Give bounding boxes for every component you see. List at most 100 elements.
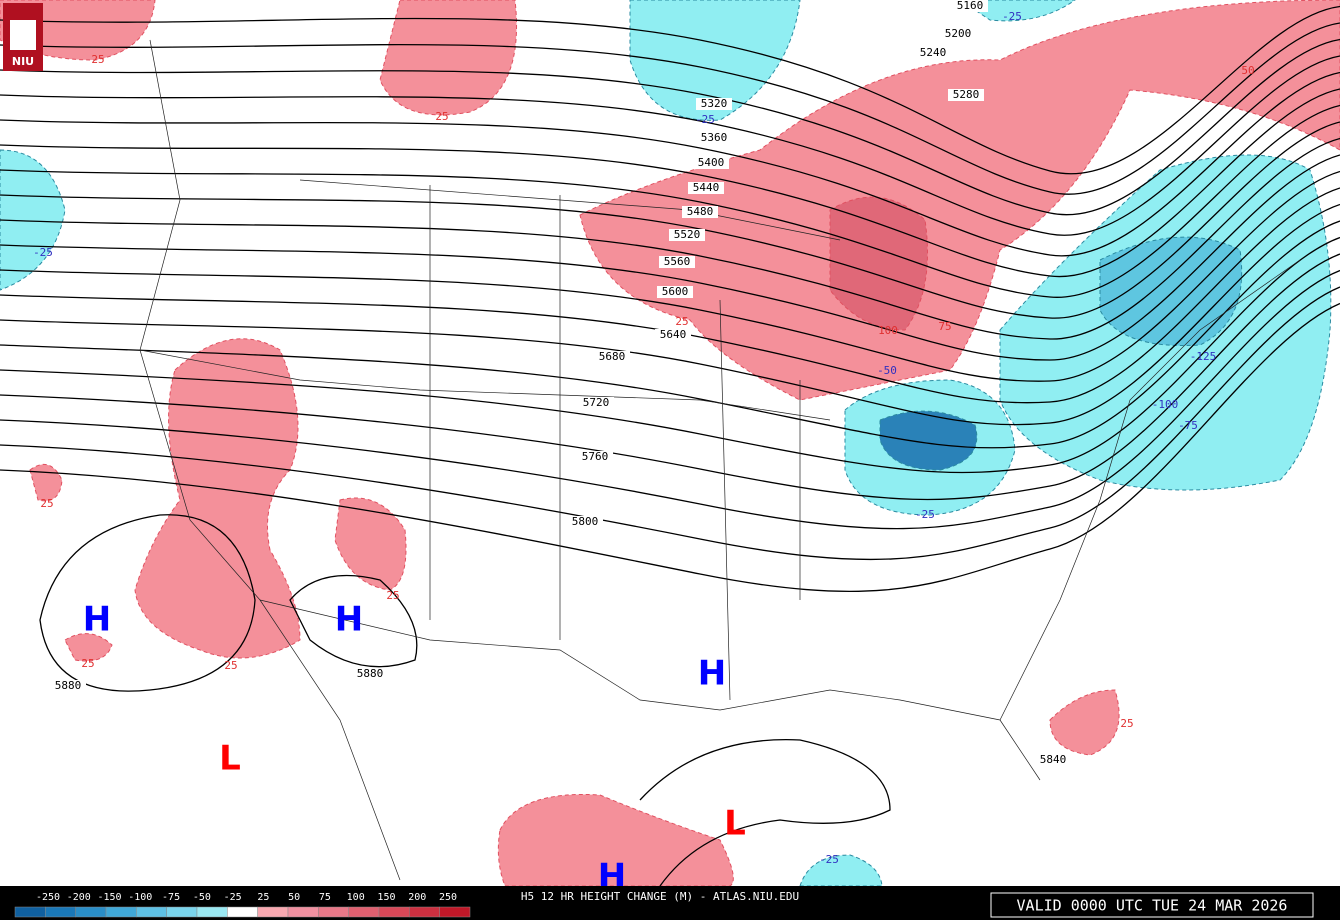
contour-label: 5280 xyxy=(953,88,980,101)
change-label: 25 xyxy=(91,53,104,66)
contour-line xyxy=(0,137,1340,340)
contour-label-bg xyxy=(952,0,988,12)
contour-line xyxy=(0,38,1340,216)
contour-label: 5200 xyxy=(945,27,972,40)
colorbar-swatch xyxy=(257,906,289,918)
contour-label: 5440 xyxy=(693,181,720,194)
change-label: -25 xyxy=(819,853,839,866)
shade-area xyxy=(1049,689,1120,756)
colorbar-swatch xyxy=(14,906,46,918)
pressure-center: L xyxy=(219,739,241,779)
change-label: -25 xyxy=(915,508,935,521)
colorbar-swatch xyxy=(439,906,471,918)
contour-line xyxy=(0,286,1340,561)
contour-label-bg xyxy=(352,668,388,680)
change-label: 25 xyxy=(386,589,399,602)
change-label: 50 xyxy=(1241,64,1254,77)
colorbar-label: 250 xyxy=(439,892,457,903)
colorbar-swatch xyxy=(409,906,440,918)
shade-area xyxy=(879,410,978,471)
contour-label: 5480 xyxy=(687,205,714,218)
change-label: 25 xyxy=(1120,717,1133,730)
colorbar-label: -100 xyxy=(128,892,152,903)
contour-label-bg xyxy=(940,28,976,40)
change-label: 75 xyxy=(938,320,951,333)
colorbar-label: 150 xyxy=(377,892,395,903)
border-line xyxy=(429,185,801,701)
contour-label: 5680 xyxy=(599,350,626,363)
valid-time: VALID 0000 UTC TUE 24 MAR 2026 xyxy=(1017,897,1288,915)
shade-area xyxy=(799,854,883,887)
shade-area xyxy=(134,338,301,659)
contour-label-bg xyxy=(948,89,984,101)
contour-label: 5800 xyxy=(572,515,599,528)
contour-line xyxy=(0,22,1340,195)
height-contours xyxy=(0,5,1340,592)
change-label: 25 xyxy=(675,315,688,328)
contour-label-bg xyxy=(594,351,630,363)
map-labels: 5160 5200 5240 5280 5320 5360 5400 5440 5480 5520… xyxy=(33,0,1255,897)
shade-area xyxy=(629,0,801,121)
contour-label: 5400 xyxy=(698,156,725,169)
pressure-center: L xyxy=(724,804,746,844)
contour-label-bg xyxy=(657,286,693,298)
negative-change-areas xyxy=(0,0,1332,887)
contour-line xyxy=(0,236,1340,474)
contour-label: 5320 xyxy=(701,97,728,110)
change-label: -25 xyxy=(695,113,715,126)
contour-line xyxy=(0,71,1340,257)
contour-label-bg xyxy=(655,329,691,341)
shade-area xyxy=(379,0,518,116)
colorbar-swatch xyxy=(75,906,107,918)
change-label: -25 xyxy=(33,246,53,259)
pressure-center: H xyxy=(698,654,726,694)
contour-label-bg xyxy=(567,516,603,528)
contour-line xyxy=(0,154,1340,361)
contour-line xyxy=(0,88,1340,278)
contour-label: 5240 xyxy=(920,46,947,59)
footer-title: H5 12 HR HEIGHT CHANGE (M) - ATLAS.NIU.E… xyxy=(521,890,799,903)
contour-label: 5720 xyxy=(583,396,610,409)
colorbar-swatch xyxy=(136,906,167,918)
contour-line xyxy=(0,220,1340,449)
positive-change-areas xyxy=(0,0,1340,887)
change-label: -75 xyxy=(1178,419,1198,432)
shade-area xyxy=(64,633,113,662)
contour-label-bg xyxy=(577,451,613,463)
colorbar: -250 -200 -150 -100 -75 -50 -25 25 50 75 100 150 200… xyxy=(14,892,471,918)
border-line xyxy=(139,349,831,421)
change-label: 25 xyxy=(224,659,237,672)
contour-line xyxy=(289,574,418,668)
shade-area xyxy=(334,497,407,591)
contour-line xyxy=(0,253,1340,501)
pressure-center: H xyxy=(335,600,363,640)
contour-label: 5880 xyxy=(357,667,384,680)
colorbar-label: -75 xyxy=(162,892,180,903)
coastline xyxy=(259,599,1041,781)
change-label: -100 xyxy=(1152,398,1179,411)
contour-line xyxy=(0,5,1340,175)
contour-label-bg xyxy=(669,229,705,241)
colorbar-label: 75 xyxy=(319,892,331,903)
contour-label-bg xyxy=(696,132,732,144)
shade-area xyxy=(579,0,1340,401)
contour-line xyxy=(0,55,1340,236)
logo-text: NIU xyxy=(12,55,34,68)
contour-line xyxy=(39,514,256,692)
contour-line xyxy=(0,104,1340,298)
contour-line xyxy=(0,121,1340,319)
coastline xyxy=(139,39,401,881)
contour-label: 5360 xyxy=(701,131,728,144)
contour-label: 5640 xyxy=(660,328,687,341)
colorbar-swatch xyxy=(196,906,228,918)
colorbar-label: -50 xyxy=(193,892,211,903)
colorbar-swatch xyxy=(348,906,380,918)
colorbar-swatch xyxy=(105,906,137,918)
contour-line xyxy=(0,269,1340,530)
colorbar-swatch xyxy=(287,906,319,918)
colorbar-label: -250 xyxy=(36,892,60,903)
change-label: -125 xyxy=(1190,350,1217,363)
pressure-center: H xyxy=(83,600,111,640)
logo: NIU xyxy=(3,3,43,71)
